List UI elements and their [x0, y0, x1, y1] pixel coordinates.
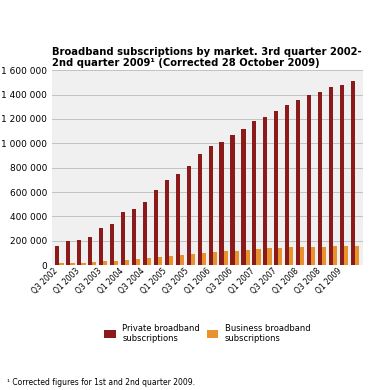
Bar: [198, 154, 202, 265]
Bar: [252, 121, 256, 265]
Bar: [274, 111, 278, 265]
Bar: [351, 81, 355, 265]
Bar: [285, 105, 289, 265]
Bar: [318, 92, 322, 265]
Bar: [344, 246, 348, 265]
Bar: [219, 142, 223, 265]
Bar: [241, 129, 246, 265]
Bar: [191, 254, 195, 265]
Bar: [60, 263, 64, 265]
Bar: [147, 258, 151, 265]
Bar: [77, 239, 81, 265]
Bar: [165, 181, 169, 265]
Bar: [81, 262, 85, 265]
Bar: [300, 247, 305, 265]
Bar: [66, 241, 70, 265]
Bar: [296, 100, 300, 265]
Bar: [355, 246, 359, 265]
Bar: [125, 260, 129, 265]
Bar: [278, 248, 282, 265]
Text: Broadband subscriptions by market. 3rd quarter 2002-
2nd quarter 2009¹ (Correcte: Broadband subscriptions by market. 3rd q…: [52, 47, 361, 68]
Bar: [307, 95, 311, 265]
Bar: [169, 256, 173, 265]
Text: ¹ Corrected figures for 1st and 2nd quarter 2009.: ¹ Corrected figures for 1st and 2nd quar…: [7, 378, 195, 387]
Bar: [256, 249, 260, 265]
Legend: Private broadband
subscriptions, Business broadband
subscriptions: Private broadband subscriptions, Busines…: [104, 324, 310, 343]
Bar: [202, 253, 206, 265]
Bar: [311, 247, 315, 265]
Bar: [103, 261, 107, 265]
Bar: [114, 261, 118, 265]
Bar: [340, 85, 344, 265]
Bar: [333, 246, 337, 265]
Bar: [209, 146, 213, 265]
Bar: [88, 237, 92, 265]
Bar: [186, 167, 191, 265]
Bar: [180, 255, 184, 265]
Bar: [213, 252, 217, 265]
Bar: [154, 190, 158, 265]
Bar: [289, 247, 293, 265]
Bar: [329, 87, 333, 265]
Bar: [55, 246, 60, 265]
Bar: [263, 117, 268, 265]
Bar: [223, 251, 228, 265]
Bar: [132, 209, 136, 265]
Bar: [121, 212, 125, 265]
Bar: [136, 259, 140, 265]
Bar: [92, 262, 97, 265]
Bar: [70, 263, 75, 265]
Bar: [143, 202, 147, 265]
Bar: [268, 248, 272, 265]
Bar: [99, 228, 103, 265]
Bar: [235, 251, 239, 265]
Bar: [110, 224, 114, 265]
Bar: [176, 174, 180, 265]
Bar: [246, 250, 250, 265]
Bar: [158, 257, 162, 265]
Bar: [322, 247, 326, 265]
Bar: [231, 135, 235, 265]
